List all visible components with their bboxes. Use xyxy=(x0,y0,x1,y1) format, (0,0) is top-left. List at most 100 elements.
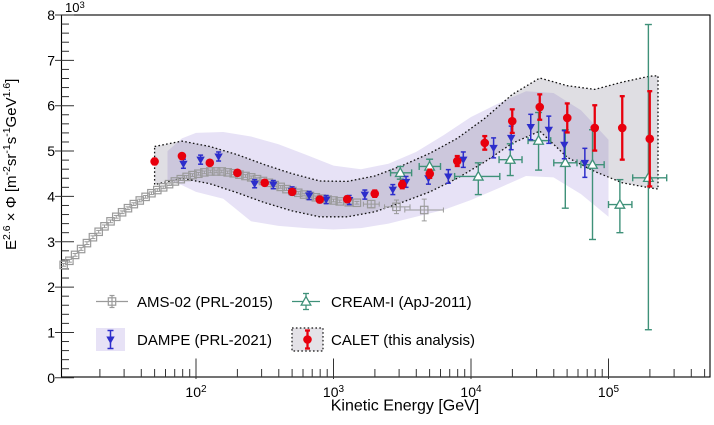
data-marker xyxy=(425,169,435,179)
data-marker xyxy=(580,159,590,168)
data-marker xyxy=(223,168,232,177)
uncertainty-bands xyxy=(153,75,659,230)
data-marker xyxy=(335,197,345,206)
data-marker xyxy=(250,180,259,189)
data-marker xyxy=(419,205,429,215)
legend-item-dampe: DAMPE (PRL-2021) xyxy=(96,328,272,351)
data-marker xyxy=(506,134,516,143)
data-marker xyxy=(269,181,278,190)
data-marker xyxy=(205,158,215,168)
data-marker xyxy=(241,171,250,181)
data-marker xyxy=(182,172,191,182)
data-marker xyxy=(560,141,569,150)
legend-item-cream: CREAM-I (ApJ-2011) xyxy=(292,292,472,311)
data-marker xyxy=(233,168,242,178)
data-marker xyxy=(397,180,407,189)
y-tick-label: 2 xyxy=(47,279,55,295)
y-axis-power-of-ten: 103 xyxy=(65,0,85,15)
x-tick-label: 102 xyxy=(185,384,207,400)
y-axis-title: E2.6 × Φ [m-2sr-1s-1GeV1.6] xyxy=(1,79,20,250)
dampe-systematic-band xyxy=(167,91,609,230)
legend-label-ams: AMS-02 (PRL-2015) xyxy=(137,294,273,311)
legend-item-calet: CALET (this analysis) xyxy=(291,327,475,352)
data-marker xyxy=(342,194,352,204)
x-tick-label: 105 xyxy=(598,384,620,400)
axis-tick-labels: 0 1 2 3 4 5 6 7 8 102 103 104 105 103 xyxy=(47,0,619,400)
data-marker xyxy=(188,170,197,180)
y-tick-label: 0 xyxy=(47,370,55,386)
series-calet xyxy=(150,90,655,204)
data-marker xyxy=(352,198,362,208)
y-tick-label: 3 xyxy=(47,234,55,250)
data-marker xyxy=(322,196,331,204)
data-marker xyxy=(177,151,187,161)
data-marker xyxy=(304,192,314,200)
data-marker xyxy=(76,244,86,254)
legend-label-calet: CALET (this analysis) xyxy=(331,332,475,349)
data-marker xyxy=(94,227,103,237)
legend: AMS-02 (PRL-2015) CREAM-I (ApJ-2011) DAMPE… xyxy=(96,292,475,352)
data-marker xyxy=(300,295,312,306)
data-marker xyxy=(70,250,80,260)
data-marker xyxy=(360,191,370,199)
data-marker xyxy=(107,297,117,306)
data-marker xyxy=(214,153,223,161)
data-marker xyxy=(287,187,297,197)
x-tick-label: 104 xyxy=(460,384,482,400)
data-marker xyxy=(392,202,401,212)
y-tick-label: 8 xyxy=(47,7,55,23)
data-marker xyxy=(329,196,338,205)
data-marker xyxy=(613,198,626,209)
y-tick-label: 5 xyxy=(47,143,55,159)
data-marker xyxy=(315,195,325,204)
data-marker xyxy=(106,217,115,226)
y-tick-label: 6 xyxy=(47,98,55,114)
y-tick-label: 4 xyxy=(47,188,55,204)
y-tick-label: 7 xyxy=(47,52,55,68)
axis-ticks xyxy=(55,14,706,379)
data-marker xyxy=(504,153,517,164)
data-marker xyxy=(559,156,572,168)
data-marker xyxy=(200,168,209,177)
data-marker xyxy=(535,102,545,112)
data-marker xyxy=(489,144,498,153)
data-marker xyxy=(645,134,655,144)
data-marker xyxy=(507,116,517,126)
data-marker xyxy=(452,156,462,166)
data-marker xyxy=(82,238,92,248)
data-marker xyxy=(106,336,115,344)
data-marker xyxy=(532,134,545,145)
data-marker xyxy=(303,335,312,344)
data-marker xyxy=(100,222,109,231)
data-marker xyxy=(276,182,285,192)
data-marker xyxy=(617,123,627,133)
data-marker xyxy=(176,174,186,184)
data-marker xyxy=(388,186,398,194)
data-marker xyxy=(459,156,468,165)
x-tick-label: 103 xyxy=(323,384,345,400)
data-marker xyxy=(88,232,98,242)
legend-label-cream: CREAM-I (ApJ-2011) xyxy=(331,294,472,311)
data-marker xyxy=(170,177,180,186)
legend-item-ams: AMS-02 (PRL-2015) xyxy=(96,294,273,311)
data-marker xyxy=(194,169,203,179)
data-marker xyxy=(544,126,554,135)
data-marker xyxy=(444,173,453,181)
data-marker xyxy=(164,179,174,189)
data-marker xyxy=(205,167,215,176)
x-axis-title: Kinetic Energy [GeV] xyxy=(331,398,480,415)
data-marker xyxy=(150,157,159,166)
data-marker xyxy=(370,189,380,198)
legend-label-dampe: DAMPE (PRL-2021) xyxy=(137,332,272,349)
data-marker xyxy=(394,166,407,178)
data-marker xyxy=(366,199,376,209)
data-marker xyxy=(179,160,188,169)
calet-systematic-band xyxy=(154,75,658,217)
data-marker xyxy=(217,167,227,176)
data-marker xyxy=(152,185,162,195)
data-marker xyxy=(111,212,121,222)
y-tick-label: 1 xyxy=(47,324,55,340)
data-marker xyxy=(562,113,572,123)
